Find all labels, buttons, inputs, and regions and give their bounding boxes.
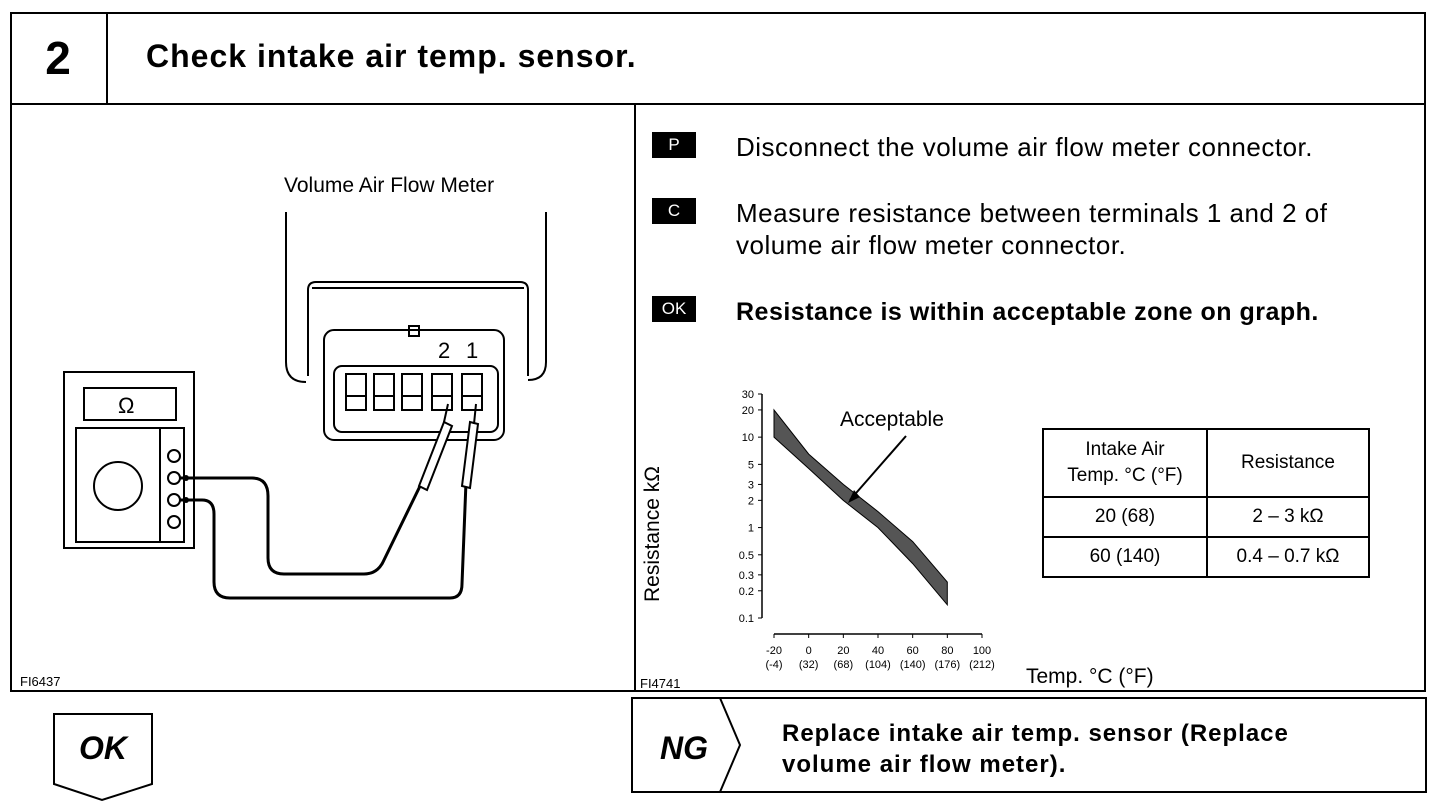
- x-tick-label-f: (140): [900, 659, 926, 671]
- y-tick-label: 5: [748, 459, 754, 471]
- y-tick-label: 3: [748, 479, 754, 491]
- procedure-frame: [10, 12, 1426, 692]
- table-header-temp-line1: Intake Air: [1085, 439, 1165, 460]
- x-tick-label-f: (104): [865, 659, 891, 671]
- table-header-resistance: Resistance: [1206, 428, 1370, 498]
- table-row: 60 (140) 0.4 – 0.7 kΩ: [1042, 536, 1370, 578]
- graph-annotation-acceptable: Acceptable: [840, 408, 944, 431]
- ng-action-line2: volume air flow meter).: [782, 751, 1067, 778]
- y-tick-label: 0.2: [739, 586, 754, 598]
- ng-action-line1: Replace intake air temp. sensor (Replace: [782, 720, 1289, 747]
- x-tick-label-f: (212): [969, 659, 995, 671]
- x-tick-label-c: 20: [837, 645, 849, 657]
- table-row: 20 (68) 2 – 3 kΩ: [1042, 496, 1370, 538]
- x-tick-label-c: 100: [973, 645, 991, 657]
- annotation-arrowhead: [848, 490, 860, 503]
- y-tick-label: 1: [748, 523, 754, 535]
- graph-x-axis-label: Temp. °C (°F): [1026, 665, 1154, 688]
- x-tick-label-c: -20: [766, 645, 782, 657]
- step-number-divider: [106, 12, 108, 104]
- tag-p: P: [652, 132, 696, 158]
- acceptable-band: [773, 408, 948, 607]
- step-number: 2: [45, 32, 71, 84]
- ohm-symbol: Ω: [118, 393, 135, 418]
- column-divider: [634, 104, 636, 692]
- terminal-2-label: 2: [438, 338, 451, 363]
- y-tick-label: 0.1: [739, 613, 754, 625]
- graph-y-axis-label: Resistance kΩ: [641, 466, 664, 602]
- y-tick-label: 30: [742, 389, 754, 401]
- y-tick-label: 0.3: [739, 570, 754, 582]
- x-tick-label-c: 40: [872, 645, 884, 657]
- x-tick-label-c: 80: [941, 645, 953, 657]
- x-tick-label-f: (176): [934, 659, 960, 671]
- wiring-diagram: [63, 212, 547, 600]
- tag-c: C: [652, 198, 696, 224]
- table-cell-temp: 20 (68): [1042, 496, 1208, 538]
- instruction-disconnect: Disconnect the volume air flow meter con…: [736, 132, 1313, 162]
- spec-table: Intake Air Temp. °C (°F) Resistance 20 (…: [1042, 428, 1370, 578]
- instruction-acceptable: Resistance is within acceptable zone on …: [736, 298, 1319, 326]
- ng-box: [631, 697, 1427, 793]
- resistance-graph: 30 20 10 5 3 2 1 0.5 0.3 0.2 0.1 -20 (-4) 0 (32) 20 (68…: [739, 389, 995, 671]
- x-tick-label-c: 60: [907, 645, 919, 657]
- meter-label: Volume Air Flow Meter: [284, 174, 495, 197]
- table-cell-temp: 60 (140): [1042, 536, 1208, 578]
- table-header-row: Intake Air Temp. °C (°F) Resistance: [1042, 428, 1370, 498]
- y-tick-label: 0.5: [739, 550, 754, 562]
- x-tick-label-f: (68): [834, 659, 854, 671]
- tag-ok: OK: [652, 296, 696, 322]
- y-tick-label: 10: [742, 432, 754, 444]
- ok-box: [53, 713, 153, 802]
- instruction-measure-line1: Measure resistance between terminals 1 a…: [736, 198, 1328, 228]
- table-header-temp-line2: Temp. °C (°F): [1067, 465, 1183, 486]
- table-cell-resistance: 0.4 – 0.7 kΩ: [1206, 536, 1370, 578]
- header-divider: [10, 103, 1426, 105]
- x-tick-label-f: (-4): [765, 659, 782, 671]
- figure-id-left: FI6437: [20, 674, 61, 689]
- y-tick-label: 2: [748, 495, 754, 507]
- y-tick-label: 20: [742, 405, 754, 417]
- table-cell-resistance: 2 – 3 kΩ: [1206, 496, 1370, 538]
- step-title: Check intake air temp. sensor.: [146, 38, 637, 74]
- annotation-arrow: [849, 435, 907, 501]
- x-tick-label-f: (32): [799, 659, 819, 671]
- table-header-temp: Intake Air Temp. °C (°F): [1042, 428, 1208, 498]
- figure-id-right: FI4741: [640, 676, 681, 691]
- ok-label: OK: [79, 730, 127, 766]
- x-tick-label-c: 0: [806, 645, 812, 657]
- ng-label: NG: [660, 730, 708, 766]
- terminal-1-label: 1: [466, 338, 479, 363]
- instruction-measure-line2: volume air flow meter connector.: [736, 230, 1127, 260]
